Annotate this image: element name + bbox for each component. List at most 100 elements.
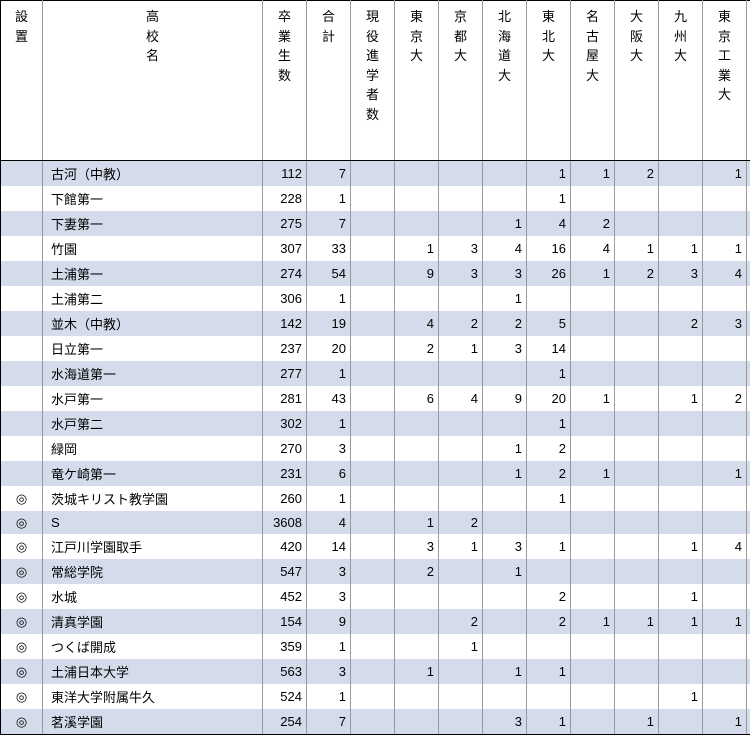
cell-kyushu	[659, 511, 703, 534]
cell-osaka	[615, 436, 659, 461]
table-row: ◎江戸川学園取手420143131141	[1, 534, 750, 559]
cell-grads: 112	[263, 161, 307, 187]
cell-osaka	[615, 684, 659, 709]
cell-osaka	[615, 211, 659, 236]
cell-genkyo	[351, 186, 395, 211]
cell-tokyotech	[703, 186, 747, 211]
cell-mark: ◎	[1, 659, 43, 684]
cell-tokyotech: 1	[703, 236, 747, 261]
cell-tokyo: 4	[395, 311, 439, 336]
cell-hokkaido: 1	[483, 461, 527, 486]
cell-kyoto: 2	[439, 609, 483, 634]
cell-tokyotech	[703, 411, 747, 436]
cell-nagoya: 1	[571, 609, 615, 634]
cell-osaka: 1	[615, 609, 659, 634]
cell-tohoku: 1	[527, 361, 571, 386]
cell-mark: ◎	[1, 684, 43, 709]
cell-name: つくば開成	[43, 634, 263, 659]
cell-total: 1	[307, 634, 351, 659]
cell-tokyo: 9	[395, 261, 439, 286]
cell-mark: ◎	[1, 559, 43, 584]
cell-genkyo	[351, 584, 395, 609]
cell-hokkaido	[483, 511, 527, 534]
cell-genkyo	[351, 634, 395, 659]
cell-kyoto	[439, 584, 483, 609]
cell-kyushu: 1	[659, 609, 703, 634]
table-row: 緑岡270312	[1, 436, 750, 461]
cell-genkyo	[351, 261, 395, 286]
cell-kyoto: 1	[439, 534, 483, 559]
table-row: ◎常総学院547321	[1, 559, 750, 584]
cell-osaka	[615, 584, 659, 609]
cell-nagoya	[571, 659, 615, 684]
cell-grads: 306	[263, 286, 307, 311]
cell-hitotsubashi: 3	[747, 261, 750, 286]
table-row: ◎水城452321	[1, 584, 750, 609]
cell-grads: 260	[263, 486, 307, 511]
cell-kyoto: 4	[439, 386, 483, 411]
cell-tokyotech	[703, 486, 747, 511]
cell-kyushu	[659, 436, 703, 461]
university-table: 設置高校名卒業生数合計現役進学者数東京大京都大北海道大東北大名古屋大大阪大九州大…	[0, 0, 750, 735]
cell-tokyo	[395, 684, 439, 709]
cell-hitotsubashi	[747, 236, 750, 261]
cell-hokkaido: 3	[483, 336, 527, 361]
cell-genkyo	[351, 211, 395, 236]
table-row: ◎S36084121	[1, 511, 750, 534]
cell-tohoku: 1	[527, 411, 571, 436]
cell-kyushu: 1	[659, 684, 703, 709]
cell-tokyo: 2	[395, 559, 439, 584]
cell-kyushu: 3	[659, 261, 703, 286]
cell-kyoto	[439, 361, 483, 386]
cell-nagoya	[571, 186, 615, 211]
cell-grads: 302	[263, 411, 307, 436]
cell-hitotsubashi	[747, 411, 750, 436]
cell-tohoku: 1	[527, 486, 571, 511]
cell-name: 土浦日本大学	[43, 659, 263, 684]
cell-nagoya	[571, 486, 615, 511]
cell-hokkaido	[483, 161, 527, 187]
cell-total: 14	[307, 534, 351, 559]
cell-name: 土浦第二	[43, 286, 263, 311]
cell-nagoya	[571, 361, 615, 386]
cell-mark	[1, 261, 43, 286]
cell-genkyo	[351, 486, 395, 511]
cell-hitotsubashi	[747, 386, 750, 411]
cell-kyushu	[659, 461, 703, 486]
cell-grads: 281	[263, 386, 307, 411]
cell-genkyo	[351, 411, 395, 436]
cell-grads: 275	[263, 211, 307, 236]
cell-tohoku: 14	[527, 336, 571, 361]
cell-total: 1	[307, 684, 351, 709]
cell-mark	[1, 411, 43, 436]
header-cell: 東北大	[527, 1, 571, 161]
cell-kyoto	[439, 186, 483, 211]
cell-kyoto: 1	[439, 336, 483, 361]
cell-tokyo: 1	[395, 236, 439, 261]
cell-name: 緑岡	[43, 436, 263, 461]
header-cell: 合計	[307, 1, 351, 161]
cell-hitotsubashi	[747, 559, 750, 584]
cell-osaka	[615, 511, 659, 534]
cell-hitotsubashi	[747, 584, 750, 609]
cell-kyushu: 1	[659, 236, 703, 261]
cell-mark	[1, 186, 43, 211]
cell-nagoya: 4	[571, 236, 615, 261]
header-row: 設置高校名卒業生数合計現役進学者数東京大京都大北海道大東北大名古屋大大阪大九州大…	[1, 1, 750, 161]
table-row: ◎土浦日本大学5633111	[1, 659, 750, 684]
cell-kyushu	[659, 361, 703, 386]
cell-total: 3	[307, 659, 351, 684]
cell-name: 常総学院	[43, 559, 263, 584]
cell-osaka	[615, 659, 659, 684]
cell-hitotsubashi	[747, 361, 750, 386]
cell-genkyo	[351, 311, 395, 336]
cell-tohoku: 1	[527, 659, 571, 684]
cell-tohoku: 2	[527, 436, 571, 461]
cell-name: 下妻第一	[43, 211, 263, 236]
cell-kyoto	[439, 286, 483, 311]
table-row: 水海道第一27711	[1, 361, 750, 386]
cell-osaka	[615, 286, 659, 311]
cell-name: 東洋大学附属牛久	[43, 684, 263, 709]
cell-tohoku	[527, 559, 571, 584]
cell-kyushu	[659, 186, 703, 211]
